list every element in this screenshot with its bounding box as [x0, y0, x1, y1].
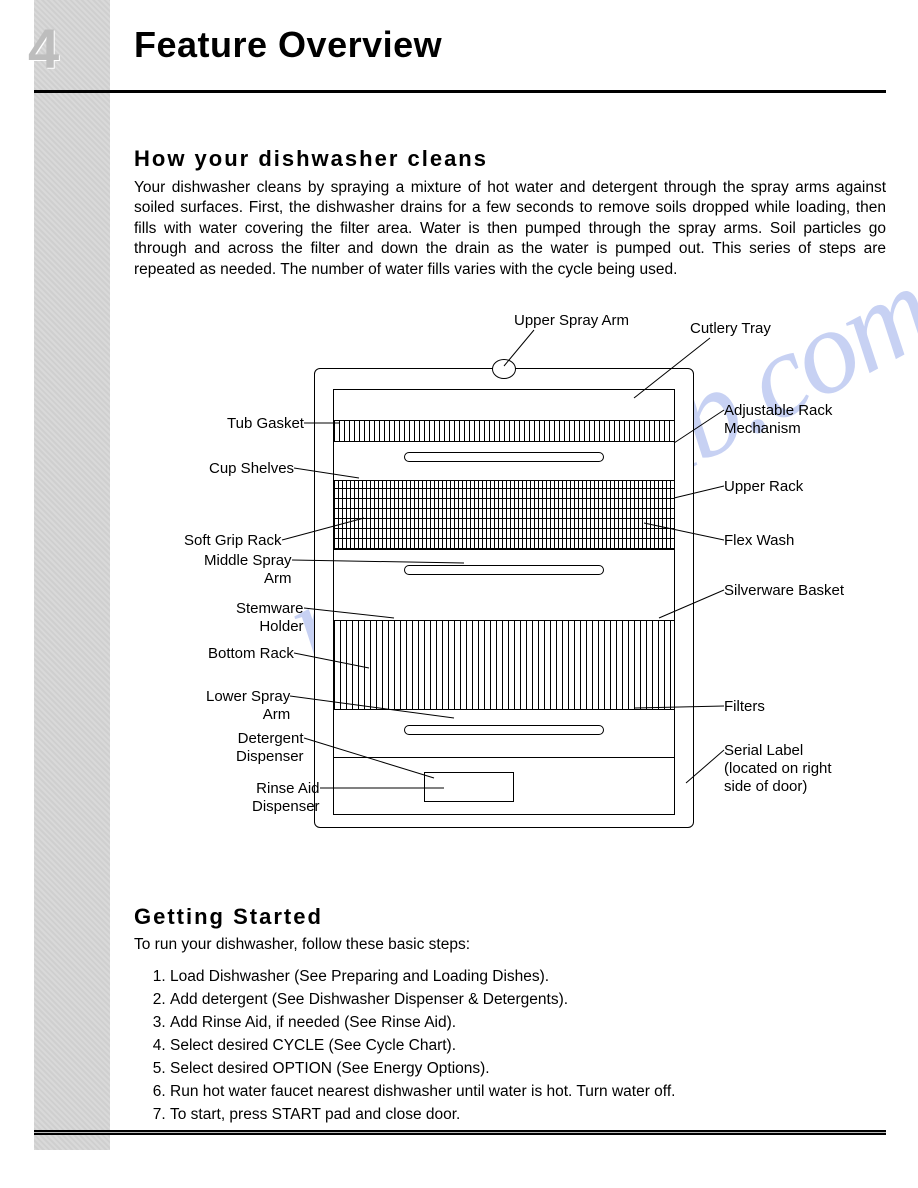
step-item: Load Dishwasher (See Preparing and Loadi… [170, 968, 886, 986]
callout-serial-label: Serial Label(located on rightside of doo… [724, 742, 832, 796]
bottom-rack-graphic [334, 620, 674, 710]
top-knob [492, 359, 516, 379]
tub-interior [333, 389, 675, 759]
callout-bottom-rack: Bottom Rack [208, 645, 294, 663]
callout-silverware-basket: Silverware Basket [724, 582, 844, 600]
upper-spray-arm-graphic [404, 452, 604, 462]
middle-spray-arm-graphic [404, 565, 604, 575]
callout-lower-spray-arm: Lower SprayArm [206, 688, 290, 724]
cutlery-tray-graphic [334, 420, 674, 442]
step-item: Run hot water faucet nearest dishwasher … [170, 1083, 886, 1101]
step-item: Select desired OPTION (See Energy Option… [170, 1060, 886, 1078]
step-item: Select desired CYCLE (See Cycle Chart). [170, 1037, 886, 1055]
lower-spray-arm-graphic [404, 725, 604, 735]
rule-top [34, 90, 886, 93]
page-sidebar [34, 0, 110, 1150]
callout-stemware-holder: StemwareHolder [236, 600, 304, 636]
step-item: Add Rinse Aid, if needed (See Rinse Aid)… [170, 1014, 886, 1032]
dishwasher-outline [314, 368, 694, 828]
callout-adjustable-rack: Adjustable RackMechanism [724, 402, 832, 438]
page-number: 4 [28, 16, 59, 81]
callout-filters: Filters [724, 698, 765, 716]
callout-tub-gasket: Tub Gasket [227, 415, 304, 433]
callout-flex-wash: Flex Wash [724, 532, 794, 550]
content-area: How your dishwasher cleans Your dishwash… [134, 146, 886, 1129]
upper-rack-graphic [334, 480, 674, 550]
dispenser-graphic [424, 772, 514, 802]
section2: Getting Started To run your dishwasher, … [134, 904, 886, 1124]
step-item: To start, press START pad and close door… [170, 1106, 886, 1124]
callout-rinse-aid-dispenser: Rinse AidDispenser [252, 780, 320, 816]
callout-middle-spray-arm: Middle SprayArm [204, 552, 292, 588]
callout-detergent-dispenser: DetergentDispenser [236, 730, 304, 766]
section2-intro: To run your dishwasher, follow these bas… [134, 936, 886, 954]
page-title: Feature Overview [134, 24, 442, 66]
section2-heading: Getting Started [134, 904, 886, 930]
step-item: Add detergent (See Dishwasher Dispenser … [170, 991, 886, 1009]
steps-list: Load Dishwasher (See Preparing and Loadi… [134, 968, 886, 1124]
rule-bottom [34, 1130, 886, 1135]
callout-upper-spray-arm: Upper Spray Arm [514, 312, 629, 330]
section1-body: Your dishwasher cleans by spraying a mix… [134, 178, 886, 280]
diagram: manualslib.com Tub GasketCup ShelvesSoft… [134, 308, 886, 878]
door-panel [333, 757, 675, 815]
callout-cutlery-tray: Cutlery Tray [690, 320, 771, 338]
section1-heading: How your dishwasher cleans [134, 146, 886, 172]
callout-upper-rack: Upper Rack [724, 478, 803, 496]
callout-soft-grip-rack: Soft Grip Rack [184, 532, 282, 550]
callout-cup-shelves: Cup Shelves [209, 460, 294, 478]
